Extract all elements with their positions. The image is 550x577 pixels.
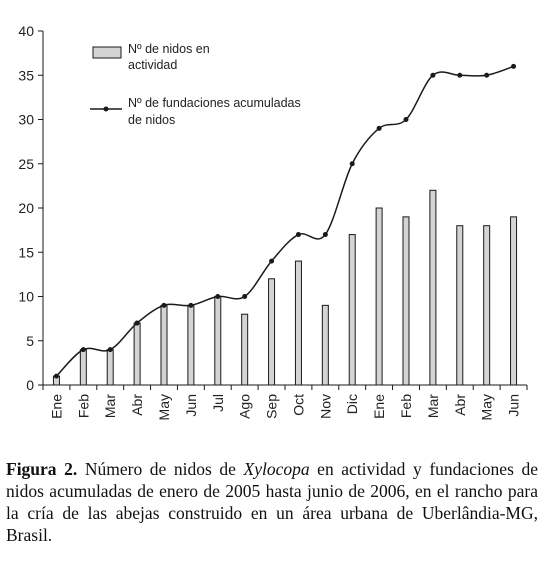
line-point: [107, 347, 113, 353]
bar: [510, 216, 518, 386]
bar: [214, 296, 222, 386]
line-point: [188, 302, 194, 308]
bar: [79, 349, 87, 386]
caption-text-after: en actividad y fundaciones de nidos acum…: [6, 459, 538, 545]
x-tick-label: May: [156, 394, 172, 420]
bar: [456, 225, 464, 386]
x-tick-label: Feb: [398, 394, 414, 418]
line-point: [80, 347, 86, 353]
x-tick-label: Jun: [506, 394, 522, 417]
x-tick-label: Oct: [290, 394, 306, 416]
bar-series: [52, 189, 518, 386]
caption-text-before: Número de nidos de: [77, 459, 244, 479]
y-axis: 0 5 10 15 20 25 30 35 40: [18, 23, 44, 393]
y-tick-label: 20: [18, 200, 34, 216]
bar: [294, 260, 302, 386]
caption-label: Figura 2.: [6, 459, 78, 479]
x-tick-label: Abr: [129, 394, 145, 416]
y-tick-label: 10: [18, 289, 34, 305]
line-point: [295, 232, 301, 238]
line-path: [55, 65, 514, 377]
bar: [160, 304, 168, 386]
y-tick-label: 5: [26, 333, 34, 349]
line-point: [322, 232, 328, 238]
bar: [241, 313, 249, 386]
legend-line-label-line1: Nº de fundaciones acumuladas: [128, 96, 301, 110]
y-tick-label: 35: [18, 67, 34, 83]
line-point: [511, 63, 517, 69]
x-tick-label: Ene: [371, 394, 387, 419]
legend-bar-label-line1: Nº de nidos en: [128, 42, 210, 56]
x-tick-label: Mar: [102, 394, 118, 418]
x-tick-label: May: [479, 394, 495, 420]
legend-line-marker: [103, 106, 109, 112]
bar: [429, 189, 437, 386]
y-tick-label: 0: [26, 377, 34, 393]
bar: [268, 278, 276, 386]
line-point: [349, 161, 355, 167]
bar: [133, 322, 141, 386]
line-point: [242, 294, 248, 299]
bar: [375, 207, 383, 386]
x-tick-label: Ene: [48, 394, 64, 419]
bar: [187, 304, 195, 386]
bar: [348, 234, 356, 386]
bar: [321, 304, 329, 386]
line-series: [53, 63, 517, 379]
legend-bar-swatch: [92, 46, 122, 59]
y-tick-label: 30: [18, 112, 34, 128]
x-tick-label: Jul: [210, 394, 226, 412]
bar: [483, 225, 491, 386]
y-tick-label: 40: [18, 23, 34, 39]
legend: Nº de nidos en actividad Nº de fundacion…: [90, 42, 301, 127]
x-tick-label: Feb: [75, 394, 91, 418]
x-tick-label: Jun: [183, 394, 199, 417]
legend-bar-label-line2: actividad: [128, 58, 177, 72]
line-point: [53, 373, 59, 379]
line-point: [134, 320, 140, 326]
line-point: [269, 258, 275, 264]
chart: 0 5 10 15 20 25 30 35 40 Ene Feb Mar Abr May Jun Jul Ag…: [18, 23, 528, 420]
line-point: [376, 125, 382, 131]
line-point: [457, 72, 463, 78]
bar: [402, 216, 410, 386]
line-point: [215, 294, 221, 299]
x-tick-label: Dic: [344, 394, 360, 414]
line-point: [430, 72, 436, 78]
line-point: [161, 302, 167, 308]
line-point: [484, 72, 490, 78]
x-axis: Ene Feb Mar Abr May Jun Jul Ago Sep Oct Nov Dic Ene F…: [42, 384, 528, 420]
legend-line-label-line2: de nidos: [128, 113, 175, 127]
caption-genus: Xylocopa: [243, 459, 310, 479]
x-tick-label: Mar: [425, 394, 441, 418]
figure-caption: Figura 2. Número de nidos de Xylocopa en…: [6, 458, 538, 546]
y-tick-label: 15: [18, 244, 34, 260]
x-tick-label: Nov: [317, 394, 333, 419]
bar: [106, 349, 114, 386]
x-tick-label: Ago: [237, 394, 253, 419]
x-tick-label: Sep: [264, 394, 280, 419]
line-point: [403, 117, 409, 122]
x-tick-label: Abr: [452, 394, 468, 416]
y-tick-label: 25: [18, 156, 34, 172]
